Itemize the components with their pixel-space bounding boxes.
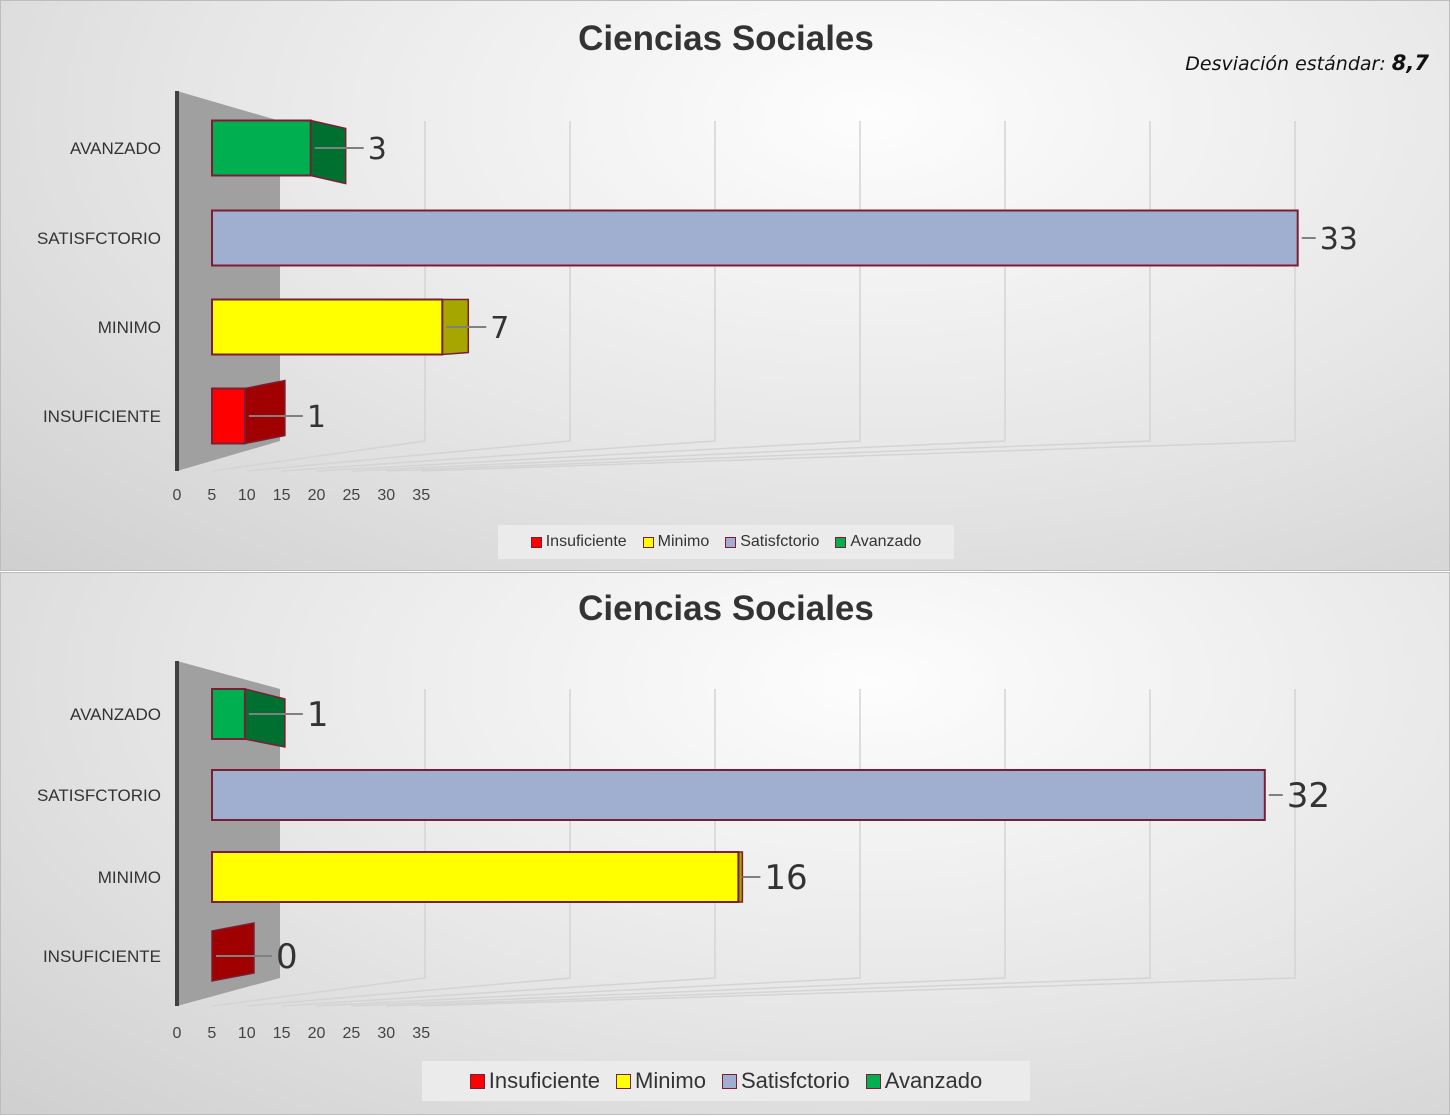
chart-title: Ciencias Sociales: [578, 19, 874, 58]
x-tick-label: 5: [207, 1025, 216, 1042]
gridline: [281, 689, 716, 1007]
legend-label: Minimo: [657, 533, 710, 550]
gridline: [316, 121, 861, 472]
legend-swatch: [721, 1073, 737, 1089]
y-category-label: AVANZADO: [70, 139, 161, 158]
bar-avanzado: [211, 688, 246, 740]
legend-item-minimo: Minimo: [642, 533, 710, 551]
x-tick-label: 5: [207, 487, 216, 504]
x-tick-label: 15: [273, 487, 291, 504]
bar-insuficiente: [211, 387, 246, 445]
std-deviation-annotation: Desviación estándar: 8,7: [1185, 51, 1429, 75]
legend-item-satisfctorio: Satisfctorio: [725, 533, 819, 551]
data-label: 1: [307, 695, 329, 735]
legend: Insuficiente Minimo Satisfctorio Avanzado: [498, 525, 954, 559]
chart-panel-1: Ciencias Sociales Desviación estándar: 8…: [0, 0, 1450, 571]
y-category-label: MINIMO: [98, 868, 161, 887]
bar-minimo: [211, 851, 740, 903]
legend-item-insuficiente: Insuficiente: [469, 1068, 601, 1094]
chart-title: Ciencias Sociales: [578, 589, 874, 628]
bar-side-insuficiente: [244, 379, 286, 445]
x-tick-label: 35: [412, 1025, 430, 1042]
legend-label: Avanzado: [850, 533, 922, 550]
data-label: 32: [1287, 776, 1330, 816]
legend-item-minimo: Minimo: [616, 1068, 706, 1094]
legend-item-avanzado: Avanzado: [865, 1068, 983, 1094]
x-tick-label: 10: [238, 1025, 256, 1042]
gridline: [316, 689, 861, 1007]
legend-item-avanzado: Avanzado: [835, 533, 921, 551]
bar-side-avanzado: [244, 688, 286, 748]
bar-minimo: [211, 298, 444, 356]
legend-item-insuficiente: Insuficiente: [530, 533, 627, 551]
legend-swatch: [642, 536, 654, 548]
legend-label: Insuficiente: [488, 1068, 601, 1093]
x-tick-label: 35: [412, 487, 430, 504]
gridline: [281, 121, 716, 472]
x-tick-label: 20: [308, 1025, 326, 1042]
back-wall: [177, 661, 280, 1006]
x-tick-label: 0: [173, 487, 182, 504]
x-tick-label: 30: [377, 1025, 395, 1042]
bar-satisfctorio: [211, 769, 1266, 821]
x-tick-label: 10: [238, 487, 256, 504]
y-category-label: INSUFICIENTE: [43, 947, 161, 966]
legend-label: Satisfctorio: [740, 533, 820, 550]
legend-label: Minimo: [635, 1068, 706, 1093]
x-tick-label: 20: [308, 487, 326, 504]
data-label: 16: [764, 858, 807, 898]
legend-swatch: [865, 1073, 881, 1089]
y-category-label: SATISFCTORIO: [37, 786, 161, 805]
x-tick-label: 0: [173, 1025, 182, 1042]
bar-avanzado: [211, 119, 312, 177]
gridline: [421, 121, 1296, 472]
y-category-label: SATISFCTORIO: [37, 229, 161, 248]
data-label: 1: [307, 400, 326, 435]
data-label: 7: [490, 311, 509, 346]
legend-swatch: [616, 1073, 632, 1089]
y-category-label: MINIMO: [98, 318, 161, 337]
legend-label: Satisfctorio: [740, 1068, 850, 1093]
legend: Insuficiente Minimo Satisfctorio Avanzado: [422, 1061, 1030, 1101]
legend-swatch: [725, 536, 737, 548]
gridline: [351, 121, 1006, 472]
bar-satisfctorio: [211, 209, 1299, 267]
x-tick-label: 25: [343, 1025, 361, 1042]
y-category-label: AVANZADO: [70, 705, 161, 724]
chart-plot: 0 5 10 15 20 25 30 35 INSUFICIENTE 1 MINIMO 7 SATISF…: [37, 91, 1358, 504]
x-tick-label: 15: [273, 1025, 291, 1042]
legend-label: Insuficiente: [545, 533, 627, 550]
legend-item-satisfctorio: Satisfctorio: [721, 1068, 850, 1094]
data-label: 3: [368, 132, 387, 167]
y-category-label: INSUFICIENTE: [43, 407, 161, 426]
gridline: [351, 689, 1006, 1007]
bar-side-avanzado: [309, 119, 347, 185]
x-tick-label: 30: [377, 487, 395, 504]
back-wall: [177, 91, 280, 471]
legend-label: Avanzado: [884, 1068, 983, 1093]
legend-swatch: [835, 536, 847, 548]
gridline: [386, 689, 1151, 1007]
chart-panel-2: Ciencias Sociales 0 5 10 15 20 25 30 35 INSUFICI…: [0, 572, 1450, 1115]
gridline: [386, 121, 1151, 472]
gridline: [421, 689, 1296, 1007]
legend-swatch: [530, 536, 542, 548]
bar-side-insuficiente: [211, 922, 255, 982]
chart-plot: 0 5 10 15 20 25 30 35 INSUFICIENTE 0 MINIMO 16 SATIS…: [37, 661, 1330, 1042]
data-label: 0: [276, 937, 298, 977]
x-tick-label: 25: [343, 487, 361, 504]
legend-swatch: [469, 1073, 485, 1089]
data-label: 33: [1320, 222, 1358, 257]
